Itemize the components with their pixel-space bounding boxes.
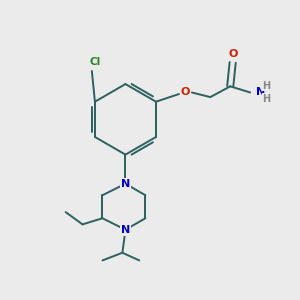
Text: N: N [121,225,130,235]
Text: H: H [262,94,271,103]
Text: N: N [121,179,130,189]
Text: O: O [228,50,237,59]
Text: N: N [256,87,265,97]
Text: O: O [181,88,190,98]
Text: Cl: Cl [89,57,100,68]
Text: H: H [262,81,271,91]
Text: N: N [121,179,130,189]
